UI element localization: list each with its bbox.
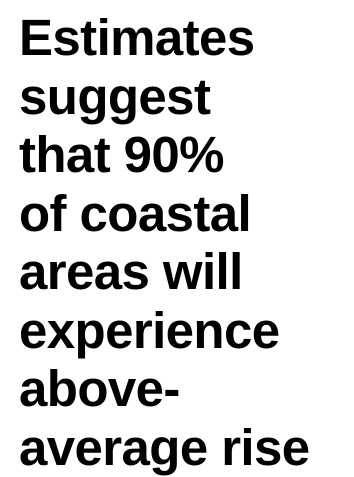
statement-line: average rise [19, 418, 310, 476]
statement-line: experience [19, 301, 280, 359]
statement-line: areas will [19, 243, 243, 300]
statement-text: Estimates suggest that 90% of coastal ar… [19, 9, 310, 477]
statement-line: above- [19, 360, 180, 417]
statement-line: Estimates [19, 9, 255, 66]
statement-line: suggest [19, 67, 211, 125]
statement-line: of coastal [19, 184, 252, 242]
statement-line: that 90% [19, 126, 225, 183]
